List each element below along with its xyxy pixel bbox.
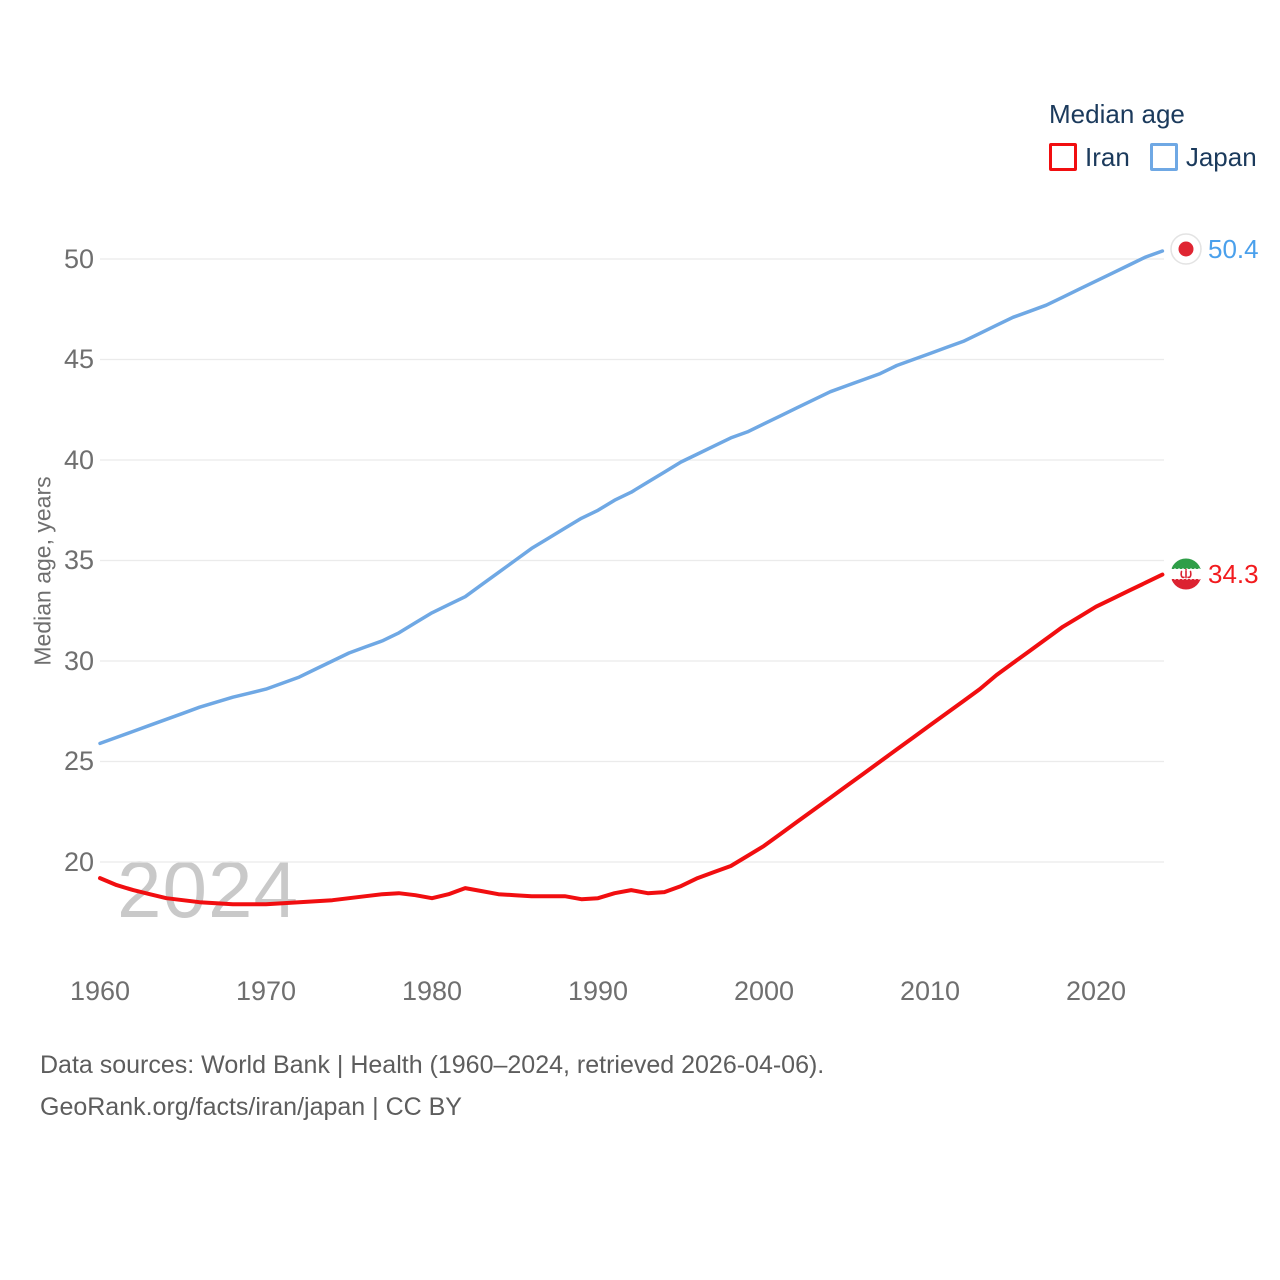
legend-items: Iran Japan: [1049, 143, 1257, 171]
y-tick-30: 30: [63, 646, 94, 676]
attribution-line: GeoRank.org/facts/iran/japan | CC BY: [40, 1093, 462, 1121]
y-tick-45: 45: [63, 344, 94, 374]
y-tick-35: 35: [63, 545, 94, 575]
x-tick-1990: 1990: [567, 976, 629, 1006]
japan-line: [98, 249, 1165, 746]
x-tick-2010: 2010: [899, 976, 961, 1006]
watermark-year: 2024: [117, 845, 299, 934]
legend: Median age Iran Japan: [1049, 99, 1257, 171]
y-tick-20: 20: [63, 847, 94, 877]
footer: Data sources: World Bank | Health (1960–…: [40, 1044, 824, 1128]
x-tick-2000: 2000: [733, 976, 795, 1006]
x-tick-1970: 1970: [235, 976, 297, 1006]
data-sources-line: Data sources: World Bank | Health (1960–…: [40, 1051, 825, 1079]
japan-end-label: 50.4: [1170, 233, 1259, 265]
japan-flag-icon: [1170, 233, 1202, 265]
legend-title: Median age: [1049, 99, 1185, 129]
iran-flag-icon: [1170, 558, 1202, 590]
iran-legend-label[interactable]: Iran: [1085, 142, 1130, 172]
legend-item-iran[interactable]: Iran: [1049, 143, 1130, 171]
japan-end-value: 50.4: [1208, 233, 1259, 264]
x-tick-1980: 1980: [401, 976, 463, 1006]
legend-item-japan[interactable]: Japan: [1149, 142, 1257, 172]
iran-end-value: 34.3: [1208, 558, 1259, 589]
japan-legend-swatch[interactable]: [1149, 143, 1178, 171]
y-tick-40: 40: [63, 445, 94, 475]
y-tick-25: 25: [63, 746, 94, 776]
iran-end-label: 34.3: [1170, 558, 1259, 590]
y-tick-50: 50: [63, 244, 94, 274]
x-tick-1960: 1960: [69, 976, 131, 1006]
iran-legend-swatch[interactable]: [1049, 143, 1077, 171]
japan-legend-label[interactable]: Japan: [1185, 142, 1257, 172]
x-tick-2020: 2020: [1065, 976, 1127, 1006]
